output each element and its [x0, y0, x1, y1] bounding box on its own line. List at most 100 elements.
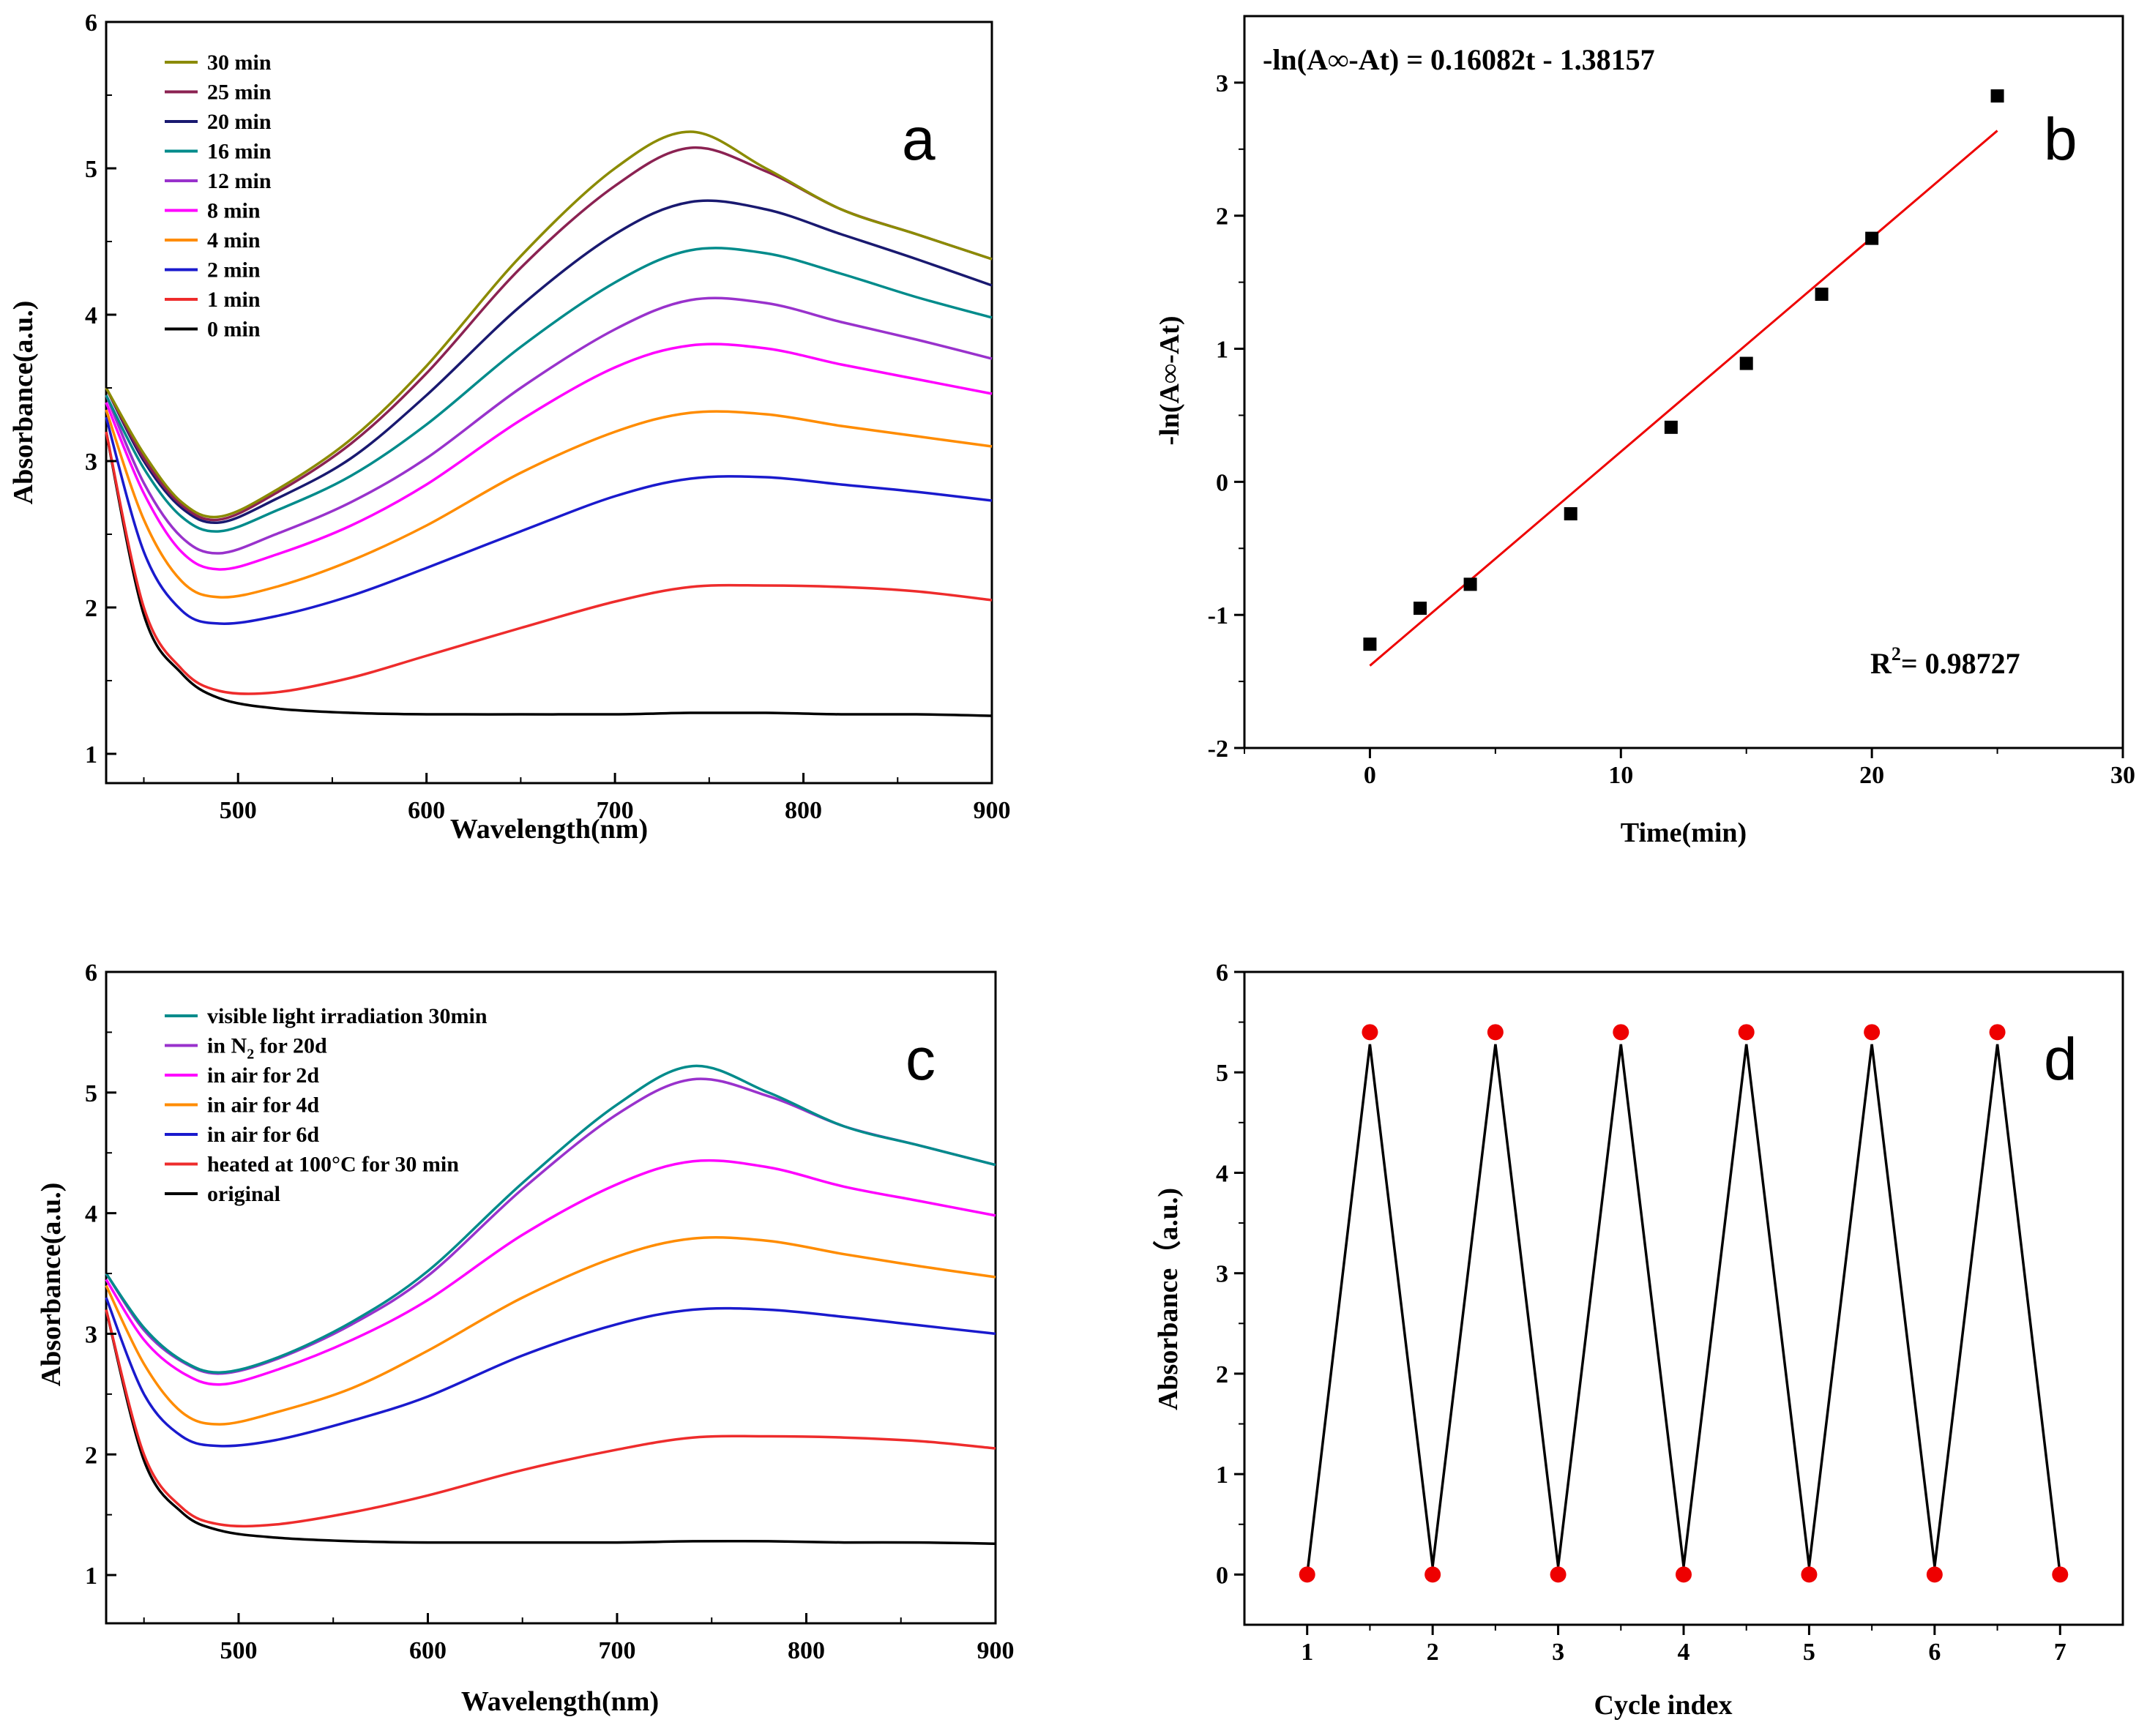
- panel-b-y-ticks: -2 -1 0 1 2 3: [1208, 70, 1244, 763]
- panel-b-r2-value: = 0.98727: [1901, 647, 2020, 680]
- panel-c-legend-label: in air for 6d: [207, 1123, 319, 1147]
- panel-d-data-point: [1362, 1024, 1378, 1041]
- panel-b-y-tick-label: 0: [1216, 469, 1228, 496]
- panel-b-data-point: [1664, 420, 1678, 434]
- panel-d-y-title: Absorbance（a.u.): [1153, 1188, 1184, 1410]
- panel-b-letter: b: [2044, 106, 2077, 173]
- panel-c-y-tick-label: 3: [85, 1321, 97, 1348]
- panel-d-y-tick-label: 4: [1216, 1160, 1228, 1187]
- panel-d-y-ticks: 0 1 2 3 4 5 6: [1216, 959, 1244, 1589]
- panel-d-x-tick-label: 6: [1928, 1639, 1941, 1666]
- panel-b-fit-line: [1369, 130, 1998, 667]
- panel-c-series-line: [105, 1064, 996, 1374]
- panel-d-data-point: [1864, 1024, 1881, 1041]
- panel-c-x-tick-label: 600: [409, 1637, 447, 1664]
- panel-a-x-tick-label: 600: [408, 797, 445, 824]
- panel-d-letter: d: [2044, 1026, 2077, 1093]
- panel-b-y-tick-label: -1: [1208, 602, 1228, 629]
- panel-d-data-point: [1676, 1566, 1692, 1583]
- panel-c-legend-label: heated at 100°C for 30 min: [207, 1153, 459, 1177]
- panel-c-series-line: [105, 1297, 996, 1448]
- panel-b-fit-line-segment: [1369, 130, 1998, 667]
- panel-a-letter: a: [902, 106, 936, 173]
- panel-c-legend-subscript: 2: [247, 1047, 254, 1063]
- panel-d-data-point: [1801, 1566, 1818, 1583]
- panel-b-plot-frame: [1243, 15, 2124, 749]
- panel-b-y-tick-label: 3: [1216, 70, 1228, 97]
- panel-c-series-line: [105, 1309, 996, 1545]
- panel-c-series-line: [105, 1235, 996, 1426]
- panel-d-y-tick-label: 6: [1216, 959, 1228, 987]
- panel-c-legend-label: original: [207, 1182, 280, 1206]
- panel-d-data-point: [1926, 1566, 1943, 1583]
- panel-c-series-line: [105, 1309, 996, 1528]
- panel-d-line: [1305, 1044, 2062, 1575]
- panel-c-y-tick-label: 2: [85, 1442, 97, 1469]
- panel-a-series-line: [105, 343, 993, 571]
- panel-b-data-point: [1815, 288, 1829, 301]
- panel-c-x-tick-label: 700: [598, 1637, 635, 1664]
- panel-a-legend-label: 25 min: [207, 81, 272, 105]
- panel-b-y-tick-label: 1: [1216, 337, 1228, 364]
- panel-a-legend-label: 2 min: [207, 258, 261, 283]
- panel-b-y-tick-label: 2: [1216, 203, 1228, 231]
- panel-c-legend-label: visible light irradiation 30min: [207, 1004, 488, 1028]
- panel-a-legend: 30 min 25 min 20 min 16 min 12 min 8 min 4 min…: [165, 50, 272, 342]
- panel-b-x-ticks: 0 10 20 30: [1244, 748, 2135, 789]
- panel-d-data-point: [2052, 1566, 2069, 1583]
- panel-a-legend-label: 16 min: [207, 140, 272, 164]
- panel-a-x-tick-label: 700: [597, 797, 634, 824]
- panel-b-data-point: [1865, 231, 1879, 245]
- panel-b-y-tick-label: -2: [1208, 736, 1228, 763]
- panel-a-y-tick-label: 3: [85, 449, 97, 476]
- panel-b-x-tick-label: 20: [1859, 762, 1884, 789]
- panel-a-series-line: [105, 247, 993, 533]
- panel-c: 500 600 700 800 900 1 2 3 4 5 6 visible light irr…: [36, 959, 1015, 1717]
- panel-d-y-tick-label: 3: [1216, 1261, 1228, 1288]
- panel-b-x-tick-label: 30: [2110, 762, 2135, 789]
- panel-a-legend-label: 1 min: [207, 288, 261, 312]
- panel-a-y-tick-label: 2: [85, 595, 97, 622]
- panel-d-y-tick-label: 2: [1216, 1361, 1228, 1388]
- panel-d-data-point: [1613, 1024, 1629, 1041]
- panel-b-r2-label: R: [1870, 647, 1892, 680]
- panel-d-y-tick-label: 1: [1216, 1462, 1228, 1489]
- panel-b-points: [1363, 89, 2004, 651]
- panel-b-y-title: -ln(A∞-At): [1154, 316, 1185, 446]
- panel-a-series-line: [105, 130, 993, 519]
- panel-b-x-tick-label: 10: [1608, 762, 1633, 789]
- panel-c-legend: visible light irradiation 30min in N2 for…: [165, 1004, 488, 1206]
- panel-c-x-tick-label: 800: [788, 1637, 825, 1664]
- panel-d-data-point: [1425, 1566, 1441, 1583]
- panel-a-legend-label: 30 min: [207, 50, 272, 75]
- panel-c-y-tick-label: 6: [85, 959, 97, 987]
- panel-c-legend-label: in air for 2d: [207, 1063, 319, 1088]
- panel-a-series-line: [105, 199, 993, 525]
- panel-d-data-point: [1299, 1566, 1315, 1583]
- panel-c-letter: c: [906, 1026, 936, 1093]
- panel-a-y-tick-label: 1: [85, 741, 97, 768]
- panel-c-x-ticks: 500 600 700 800 900: [143, 1613, 1015, 1664]
- panel-b-x-tick-label: 0: [1364, 762, 1376, 789]
- panel-a-legend-label: 8 min: [207, 199, 261, 223]
- panel-d: 1 2 3 4 5 6 7 0 1 2 3 4 5 6 Cycle index Absorbance（a…: [1153, 959, 2124, 1721]
- panel-c-legend-label: in air for 4d: [207, 1093, 319, 1118]
- panel-a-y-title: Absorbance(a.u.): [8, 301, 39, 505]
- panel-a-y-tick-label: 4: [85, 302, 97, 329]
- panel-a-x-tick-label: 900: [974, 797, 1011, 824]
- panel-c-y-ticks: 1 2 3 4 5 6: [85, 959, 116, 1590]
- panel-b-data-point: [1414, 602, 1427, 616]
- panel-b-r2: R2= 0.98727: [1870, 643, 2020, 680]
- panel-d-x-tick-label: 7: [2054, 1639, 2066, 1666]
- panel-d-data-point: [1738, 1024, 1755, 1041]
- panel-d-plot-frame: [1243, 970, 2124, 1626]
- panel-d-cycle-line: [1305, 1044, 2062, 1575]
- panel-a-x-title: Wavelength(nm): [450, 814, 648, 845]
- panel-a-legend-label: 12 min: [207, 169, 272, 193]
- panel-c-x-tick-label: 500: [220, 1637, 257, 1664]
- panel-c-y-tick-label: 1: [85, 1563, 97, 1590]
- panel-a-x-ticks: 500 600 700 800 900: [143, 773, 1011, 824]
- panel-d-x-tick-label: 5: [1803, 1639, 1815, 1666]
- panel-d-y-tick-label: 0: [1216, 1562, 1228, 1589]
- panel-c-legend-label-tail: for 20d: [254, 1034, 327, 1058]
